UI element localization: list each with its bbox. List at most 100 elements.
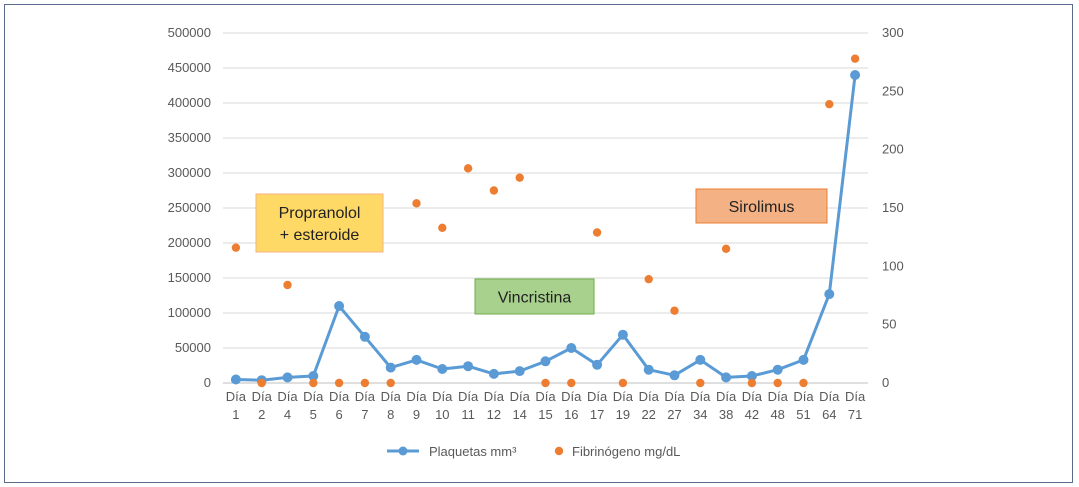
x-tick-label: Día 22	[639, 389, 660, 422]
fibrinogeno-point	[386, 378, 395, 388]
x-tick-label-line: 22	[641, 407, 655, 422]
plaquetas-point	[592, 359, 603, 370]
fibrinogeno-point	[309, 378, 318, 388]
plaquetas-point	[850, 70, 861, 80]
x-tick-label-line: 5	[310, 407, 317, 422]
fibrinogeno-point	[670, 306, 679, 315]
left-tick-label: 400000	[168, 95, 211, 110]
annotation-text: Propranolol	[279, 205, 361, 222]
fibrinogeno-point	[747, 378, 757, 388]
right-axis: 0 50 100 150 200 250 300	[882, 25, 904, 390]
x-tick-label-line: Día	[639, 389, 660, 404]
x-tick-label-line: 71	[848, 407, 862, 422]
x-tick-label-line: 11	[461, 407, 475, 422]
x-tick-label-line: 16	[564, 407, 578, 422]
x-tick-label-line: Día	[510, 389, 531, 404]
fibrinogeno-point	[231, 243, 241, 252]
plaquetas-point	[463, 361, 474, 372]
plaquetas-point	[566, 343, 577, 353]
plaquetas-point	[282, 372, 293, 383]
fibrinogeno-point	[360, 378, 370, 388]
x-tick-label-line: 51	[796, 407, 810, 422]
x-tick-label-line: 4	[284, 407, 291, 422]
plaquetas-point	[695, 354, 706, 365]
right-tick-label: 150	[882, 200, 904, 215]
x-tick-label: Día 7	[355, 389, 376, 422]
x-tick-label-line: Día	[484, 389, 505, 404]
annotations: Propranolol + esteroide Vincristina Sirolim…	[255, 188, 828, 315]
annotation-text: + esteroide	[280, 227, 360, 244]
chart-frame: 0 50000 100000 150000 200000 250000 300000 3500…	[4, 4, 1073, 483]
plaquetas-point	[772, 364, 783, 375]
x-tick-label-line: 2	[258, 407, 265, 422]
left-tick-label: 300000	[168, 165, 211, 180]
right-tick-label: 100	[882, 258, 904, 273]
x-tick-label: Día 5	[303, 389, 324, 422]
legend-label: Plaquetas mm³	[429, 444, 517, 459]
plaquetas-point	[437, 364, 448, 374]
fibrinogeno-point	[592, 228, 602, 237]
plaquetas-point	[514, 366, 525, 377]
x-tick-label-line: Día	[277, 389, 298, 404]
legend-item-fibrinogeno: Fibrinógeno mg/dL	[554, 444, 680, 459]
plaquetas-point	[824, 289, 835, 300]
x-tick-label: Día 64	[819, 389, 840, 422]
fibrinogeno-point	[825, 99, 834, 109]
left-tick-label: 150000	[168, 270, 211, 285]
x-tick-label-line: 10	[435, 407, 449, 422]
fibrinogeno-point	[618, 378, 628, 388]
annotation-box	[255, 193, 384, 253]
right-tick-label: 0	[882, 375, 889, 390]
x-tick-label-line: 38	[719, 407, 733, 422]
x-tick-label: Día 15	[535, 389, 556, 422]
x-tick-label-line: Día	[845, 389, 866, 404]
plaquetas-point	[411, 354, 422, 365]
fibrinogeno-point	[696, 378, 705, 388]
x-tick-label-line: 48	[770, 407, 784, 422]
right-tick-label: 300	[882, 25, 904, 40]
legend-line-marker	[398, 446, 408, 456]
fibrinogeno-point	[850, 54, 860, 63]
left-axis: 0 50000 100000 150000 200000 250000 300000 3500…	[168, 25, 211, 390]
x-tick-label-line: 9	[413, 407, 420, 422]
plaquetas-point	[230, 374, 241, 385]
fibrinogeno-point	[515, 173, 524, 182]
annotation-box	[474, 278, 595, 315]
x-tick-label-line: 19	[616, 407, 630, 422]
x-tick-label-line: Día	[768, 389, 789, 404]
x-tick-label-line: 14	[512, 407, 526, 422]
left-tick-label: 200000	[168, 235, 211, 250]
fibrinogeno-point	[541, 378, 550, 388]
x-tick-label: Día 19	[613, 389, 634, 422]
x-tick-label-line: 12	[487, 407, 501, 422]
x-tick-label-line: 7	[361, 407, 368, 422]
x-tick-label: Día 2	[252, 389, 273, 422]
left-tick-label: 350000	[168, 130, 211, 145]
x-tick-label-line: Día	[406, 389, 427, 404]
x-tick-label: Día 1	[226, 389, 247, 422]
x-tick-label: Día 12	[484, 389, 505, 422]
plaquetas-point	[617, 329, 628, 340]
annotation-text: Sirolimus	[729, 199, 795, 216]
legend-label: Fibrinógeno mg/dL	[572, 444, 680, 459]
chart-svg: 0 50000 100000 150000 200000 250000 300000 3500…	[168, 25, 904, 459]
x-tick-label-line: Día	[716, 389, 737, 404]
x-tick-label-line: Día	[226, 389, 247, 404]
x-tick-label-line: Día	[561, 389, 582, 404]
x-tick-label: Día 16	[561, 389, 582, 422]
fibrinogeno-point	[489, 186, 499, 195]
plaquetas-point	[359, 331, 370, 342]
annotation-propranolol: Propranolol + esteroide	[255, 193, 384, 253]
x-tick-label-line: Día	[252, 389, 273, 404]
x-tick-label-line: Día	[664, 389, 685, 404]
left-tick-label: 50000	[175, 340, 211, 355]
plaquetas-point	[334, 301, 345, 311]
fibrinogeno-point	[257, 378, 266, 388]
x-tick-label: Día 14	[510, 389, 531, 422]
x-tick-label: Día 10	[432, 389, 453, 422]
fibrinogeno-point	[644, 274, 653, 284]
x-tick-label-line: Día	[742, 389, 763, 404]
plaquetas-point	[798, 354, 809, 365]
plaquetas-point	[643, 364, 654, 375]
legend: Plaquetas mm³ Fibrinógeno mg/dL	[387, 444, 680, 459]
